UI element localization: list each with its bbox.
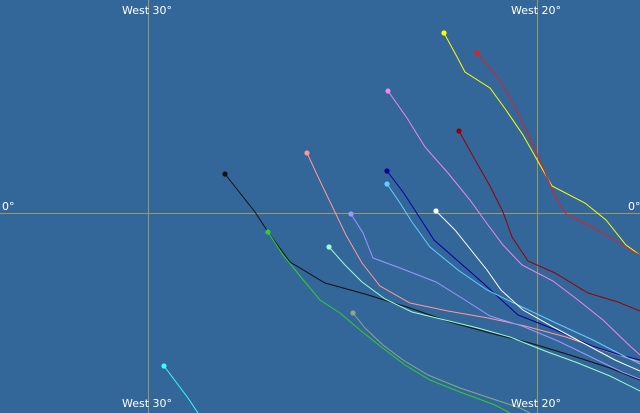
track-white-start-point: [433, 208, 439, 214]
longitude-label-west30-bottom: West 30°: [122, 397, 173, 410]
track-violet-path: [387, 90, 640, 356]
track-pink: [304, 150, 640, 363]
track-skyblue-path: [386, 183, 640, 365]
longitude-label-west20-bottom: West 20°: [511, 397, 562, 410]
track-green-path: [267, 231, 511, 413]
track-yellow: [441, 30, 640, 256]
track-black-path: [224, 173, 640, 381]
longitude-label-west30-top: West 30°: [122, 4, 173, 17]
latitude-label-equator-left: 0°: [2, 200, 15, 213]
track-yellow-start-point: [441, 30, 447, 36]
track-green-start-point: [265, 229, 271, 235]
track-cyan-start-point: [161, 363, 167, 369]
track-lavender: [348, 211, 640, 380]
track-gray: [350, 310, 531, 413]
tracks-layer: [161, 30, 640, 413]
track-yellow-path: [443, 32, 640, 256]
track-pink-path: [306, 152, 640, 363]
track-pink-start-point: [304, 150, 310, 156]
track-skyblue: [384, 181, 640, 365]
track-gray-start-point: [350, 310, 356, 316]
latitude-label-equator-right: 0°: [628, 200, 640, 213]
track-red-path: [476, 52, 640, 256]
track-darkred-start-point: [456, 128, 462, 134]
track-violet-start-point: [385, 88, 391, 94]
track-gray-path: [352, 312, 531, 413]
track-cyan: [161, 363, 199, 413]
track-darkred-path: [458, 130, 640, 312]
track-white: [433, 208, 640, 372]
track-black-start-point: [222, 171, 228, 177]
track-black: [222, 171, 640, 381]
track-navy-path: [386, 170, 640, 361]
track-red: [474, 50, 640, 256]
track-navy: [384, 168, 640, 361]
track-navy-start-point: [384, 168, 390, 174]
track-violet: [385, 88, 640, 356]
track-red-start-point: [474, 50, 480, 56]
track-mint: [326, 244, 640, 392]
track-mint-path: [328, 246, 640, 392]
track-darkred: [456, 128, 640, 312]
track-green: [265, 229, 511, 413]
track-skyblue-start-point: [384, 181, 390, 187]
track-lavender-path: [350, 213, 640, 380]
track-mint-start-point: [326, 244, 332, 250]
track-cyan-path: [163, 365, 199, 413]
longitude-label-west20-top: West 20°: [511, 4, 562, 17]
track-white-path: [435, 210, 640, 372]
track-lavender-start-point: [348, 211, 354, 217]
